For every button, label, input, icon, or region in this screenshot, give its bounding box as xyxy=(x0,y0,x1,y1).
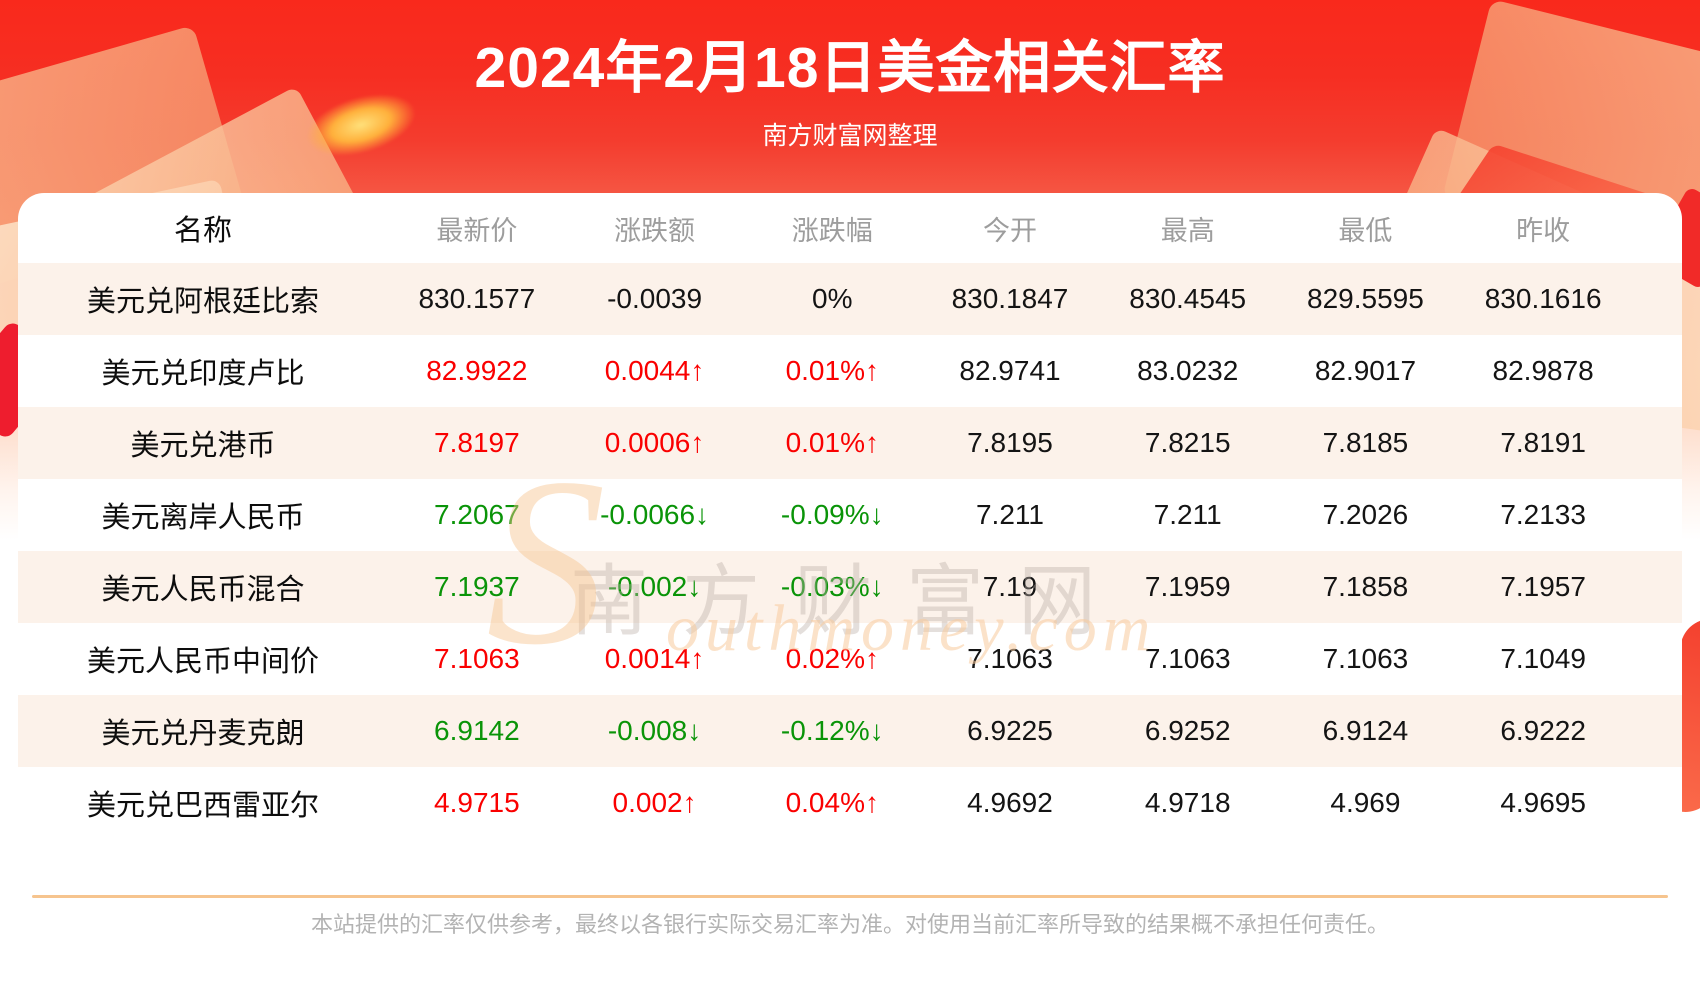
change-percent: 0.01%↑ xyxy=(785,355,879,386)
prev-close-price: 82.9878 xyxy=(1492,355,1594,386)
high-price: 7.1959 xyxy=(1144,571,1231,602)
low-price: 4.969 xyxy=(1330,787,1401,818)
change-percent: 0.02%↑ xyxy=(785,643,879,674)
open-price: 7.211 xyxy=(975,499,1044,530)
prev-close-price: 7.1957 xyxy=(1500,571,1586,602)
column-header-low: 最低 xyxy=(1338,215,1393,246)
pair-name: 美元兑阿根廷比索 xyxy=(86,286,319,318)
page-subtitle: 南方财富网整理 xyxy=(762,122,938,150)
pair-name: 美元人民币中间价 xyxy=(86,646,319,678)
open-price: 4.9692 xyxy=(967,787,1053,818)
change-percent: -0.03%↓ xyxy=(780,571,884,602)
table-row: 美元兑印度卢比 82.9922 0.0044↑ 0.01%↑ 82.9741 8… xyxy=(18,335,1682,407)
latest-price: 7.1063 xyxy=(434,643,520,674)
table-row: 美元离岸人民币 7.2067 -0.0066↓ -0.09%↓ 7.211 7.… xyxy=(18,479,1682,551)
high-price: 83.0232 xyxy=(1137,355,1239,386)
pair-name: 美元兑印度卢比 xyxy=(101,358,305,390)
change-amount: -0.008↓ xyxy=(607,715,702,746)
change-amount: 0.0006↑ xyxy=(604,427,705,458)
low-price: 6.9124 xyxy=(1322,715,1409,746)
prev-close-price: 4.9695 xyxy=(1500,787,1586,818)
pair-name: 美元兑巴西雷亚尔 xyxy=(86,790,319,822)
change-percent: -0.12%↓ xyxy=(780,715,884,746)
change-amount: 0.0014↑ xyxy=(604,643,705,674)
table-row: 美元兑阿根廷比索 830.1577 -0.0039 0% 830.1847 83… xyxy=(18,263,1682,335)
high-price: 7.8215 xyxy=(1144,427,1231,458)
table-row: 美元人民币混合 7.1937 -0.002↓ -0.03%↓ 7.19 7.19… xyxy=(18,551,1682,623)
change-amount: -0.0039 xyxy=(607,283,703,314)
rates-table-card: 名称 最新价 涨跌额 涨跌幅 今开 最高 最低 昨收 美元兑阿根廷比索 830.… xyxy=(18,193,1682,1000)
high-price: 7.211 xyxy=(1153,499,1222,530)
change-amount: 0.002↑ xyxy=(612,787,697,818)
pair-name: 美元离岸人民币 xyxy=(101,502,305,534)
change-amount: -0.002↓ xyxy=(607,571,702,602)
pair-name: 美元兑港币 xyxy=(130,430,276,462)
table-row: 美元人民币中间价 7.1063 0.0014↑ 0.02%↑ 7.1063 7.… xyxy=(18,623,1682,695)
latest-price: 830.1577 xyxy=(418,283,536,314)
latest-price: 7.8197 xyxy=(434,427,520,458)
prev-close-price: 7.2133 xyxy=(1500,499,1586,530)
change-amount: -0.0066↓ xyxy=(600,499,710,530)
footer-divider xyxy=(32,895,1668,898)
latest-price: 7.1937 xyxy=(434,571,520,602)
column-header-latest: 最新价 xyxy=(436,215,518,246)
open-price: 7.1063 xyxy=(967,643,1053,674)
low-price: 7.8185 xyxy=(1322,427,1409,458)
table-header-row: 名称 最新价 涨跌额 涨跌幅 今开 最高 最低 昨收 xyxy=(18,193,1682,263)
prev-close-price: 6.9222 xyxy=(1500,715,1586,746)
low-price: 7.2026 xyxy=(1322,499,1409,530)
change-percent: 0% xyxy=(812,283,853,314)
column-header-open: 今开 xyxy=(982,215,1037,246)
prev-close-price: 830.1616 xyxy=(1484,283,1602,314)
table-row: 美元兑丹麦克朗 6.9142 -0.008↓ -0.12%↓ 6.9225 6.… xyxy=(18,695,1682,767)
disclaimer-text: 本站提供的汇率仅供参考，最终以各银行实际交易汇率为准。对使用当前汇率所导致的结果… xyxy=(310,912,1389,937)
open-price: 7.8195 xyxy=(967,427,1053,458)
low-price: 82.9017 xyxy=(1314,355,1417,386)
column-header-prev-close: 昨收 xyxy=(1516,215,1571,246)
table-row: 美元兑港币 7.8197 0.0006↑ 0.01%↑ 7.8195 7.821… xyxy=(18,407,1682,479)
open-price: 830.1847 xyxy=(951,283,1069,314)
latest-price: 7.2067 xyxy=(434,499,520,530)
column-header-high: 最高 xyxy=(1160,215,1215,246)
change-percent: -0.09%↓ xyxy=(780,499,884,530)
latest-price: 4.9715 xyxy=(434,787,520,818)
low-price: 7.1858 xyxy=(1322,571,1409,602)
high-price: 7.1063 xyxy=(1144,643,1231,674)
change-percent: 0.04%↑ xyxy=(785,787,879,818)
latest-price: 82.9922 xyxy=(426,355,528,386)
open-price: 7.19 xyxy=(982,571,1038,602)
latest-price: 6.9142 xyxy=(434,715,520,746)
change-amount: 0.0044↑ xyxy=(604,355,705,386)
low-price: 7.1063 xyxy=(1322,643,1409,674)
high-price: 830.4545 xyxy=(1129,283,1247,314)
pair-name: 美元人民币混合 xyxy=(101,574,305,606)
high-price: 6.9252 xyxy=(1144,715,1231,746)
table-row: 美元兑巴西雷亚尔 4.9715 0.002↑ 0.04%↑ 4.9692 4.9… xyxy=(18,767,1682,839)
change-percent: 0.01%↑ xyxy=(785,427,879,458)
open-price: 82.9741 xyxy=(959,355,1061,386)
column-header-change: 涨跌额 xyxy=(614,215,696,246)
prev-close-price: 7.1049 xyxy=(1500,643,1586,674)
high-price: 4.9718 xyxy=(1144,787,1231,818)
open-price: 6.9225 xyxy=(967,715,1053,746)
column-header-change-pct: 涨跌幅 xyxy=(791,215,873,246)
low-price: 829.5595 xyxy=(1307,283,1424,314)
page-title: 2024年2月18日美金相关汇率 xyxy=(474,36,1226,100)
pair-name: 美元兑丹麦克朗 xyxy=(101,718,305,750)
prev-close-price: 7.8191 xyxy=(1500,427,1586,458)
column-header-name: 名称 xyxy=(173,215,232,247)
